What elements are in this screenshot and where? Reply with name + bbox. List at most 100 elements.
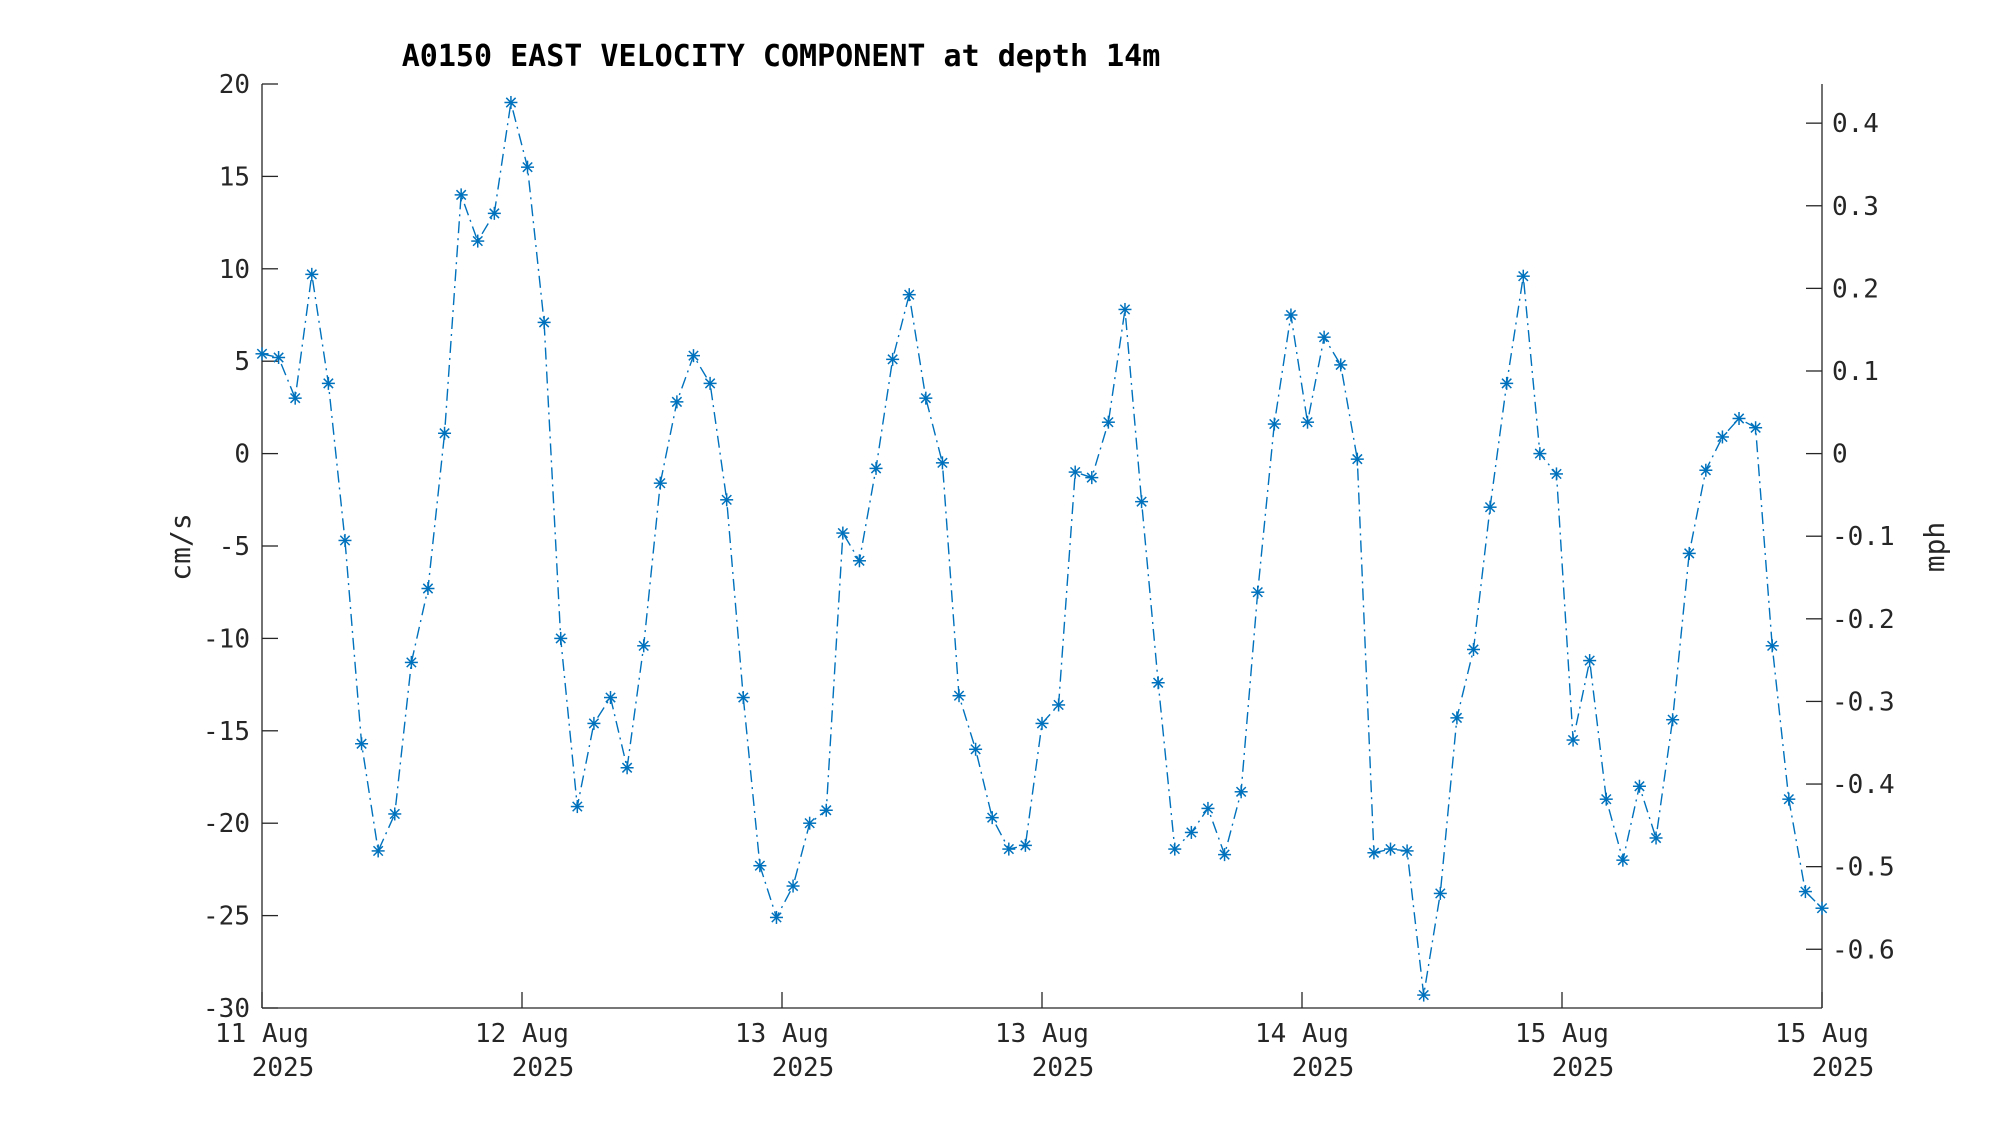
data-point [1450, 711, 1464, 725]
data-point [1334, 358, 1348, 372]
data-point [587, 716, 601, 730]
data-point [1715, 430, 1729, 444]
data-point [1749, 421, 1763, 435]
data-point [1317, 330, 1331, 344]
data-point [1118, 302, 1132, 316]
data-point [1815, 901, 1829, 915]
data-point [1168, 842, 1182, 856]
x-tick-label-year: 2025 [1812, 1053, 1875, 1083]
y-tick-label: -10 [203, 624, 250, 654]
x-tick-label-date: 13 Aug [735, 1019, 829, 1049]
data-point [1798, 885, 1812, 899]
x-tick-label-date: 15 Aug [1775, 1019, 1869, 1049]
x-tick-label-year: 2025 [772, 1053, 835, 1083]
data-point [1732, 411, 1746, 425]
data-point [1267, 417, 1281, 431]
data-point [1566, 733, 1580, 747]
data-point [1666, 713, 1680, 727]
data-point [504, 95, 518, 109]
data-point [1549, 467, 1563, 481]
data-point [1433, 886, 1447, 900]
y2-tick-label: 0.2 [1832, 274, 1879, 304]
data-point [1018, 838, 1032, 852]
data-point [1516, 269, 1530, 283]
data-point [1201, 801, 1215, 815]
data-point [1417, 988, 1431, 1002]
data-point [604, 691, 618, 705]
data-point [1483, 500, 1497, 514]
data-point [338, 533, 352, 547]
data-point [1632, 779, 1646, 793]
data-point [1035, 716, 1049, 730]
data-point [769, 910, 783, 924]
x-tick-label-year: 2025 [252, 1053, 315, 1083]
data-point [1085, 471, 1099, 485]
data-point [1301, 415, 1315, 429]
y-tick-label: -5 [219, 532, 250, 562]
y-tick-label: -25 [203, 902, 250, 932]
data-point [404, 655, 418, 669]
x-tick-label-date: 12 Aug [475, 1019, 569, 1049]
data-point [1500, 376, 1514, 390]
data-point [720, 493, 734, 507]
data-point [1002, 842, 1016, 856]
y2-axis-label: mph [1918, 522, 1951, 573]
data-point [288, 391, 302, 405]
y-tick-label: -20 [203, 809, 250, 839]
data-point [902, 288, 916, 302]
y2-tick-label: -0.5 [1832, 853, 1895, 883]
data-point [935, 456, 949, 470]
x-tick-label-year: 2025 [512, 1053, 575, 1083]
data-point [1350, 452, 1364, 466]
data-point [471, 234, 485, 248]
y-tick-label: 15 [219, 162, 250, 192]
data-point [1384, 842, 1398, 856]
data-point [421, 582, 435, 596]
data-point [1218, 848, 1232, 862]
series-line [261, 102, 1823, 996]
data-point [1135, 495, 1149, 509]
data-point [272, 351, 286, 365]
data-point [371, 844, 385, 858]
right-y-axis-ticks: 0.4 0.3 0.2 0.1 0 -0.1 -0.2 -0.3 -0.4 -0.5 -0.6 [1806, 109, 1895, 965]
data-point [985, 811, 999, 825]
x-tick-label-date: 11 Aug [215, 1019, 309, 1049]
series-markers [255, 95, 1829, 1002]
data-point [570, 800, 584, 814]
data-point [819, 803, 833, 817]
chart-title: A0150 EAST VELOCITY COMPONENT at depth 1… [402, 39, 1161, 74]
data-point [388, 807, 402, 821]
data-point [1101, 415, 1115, 429]
data-point [1782, 792, 1796, 806]
y2-tick-label: 0 [1832, 440, 1848, 470]
data-point [1052, 698, 1066, 712]
data-point [969, 742, 983, 756]
data-point [521, 160, 535, 174]
data-point [1184, 825, 1198, 839]
x-axis-ticks: 11 Aug 2025 12 Aug 2025 13 Aug 2025 13 Aug 2025… [215, 992, 1874, 1083]
data-point [454, 188, 468, 202]
x-tick-label-year: 2025 [1552, 1053, 1615, 1083]
data-point [1682, 546, 1696, 560]
data-point [869, 461, 883, 475]
data-point [886, 352, 900, 366]
data-point [537, 315, 551, 329]
y-tick-label: 0 [234, 440, 250, 470]
data-point [1649, 831, 1663, 845]
y2-tick-label: 0.3 [1832, 192, 1879, 222]
data-point [637, 639, 651, 653]
data-point [653, 476, 667, 490]
data-point [355, 737, 369, 751]
y2-tick-label: -0.3 [1832, 687, 1895, 717]
y2-tick-label: -0.6 [1832, 935, 1895, 965]
data-point [1583, 654, 1597, 668]
axes [261, 84, 1823, 1009]
data-point [686, 349, 700, 363]
y2-tick-label: 0.4 [1832, 109, 1879, 139]
data-point [803, 816, 817, 830]
x-tick-label-date: 15 Aug [1515, 1019, 1609, 1049]
data-point [919, 391, 933, 405]
y2-tick-label: -0.2 [1832, 605, 1895, 635]
data-point [321, 376, 335, 390]
